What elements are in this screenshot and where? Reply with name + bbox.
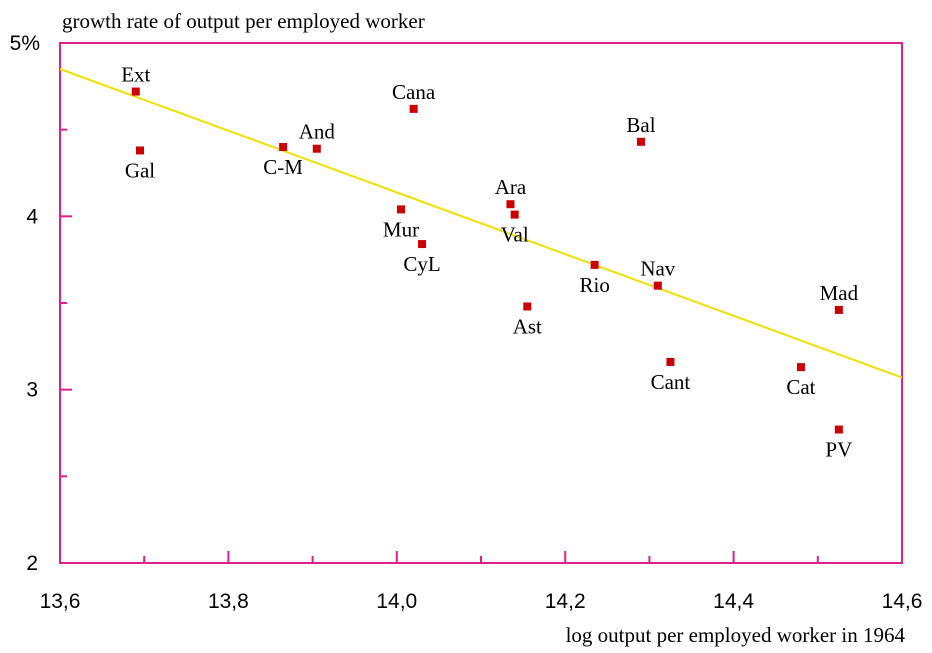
data-label-ast: Ast	[513, 314, 542, 338]
data-point-rio	[590, 260, 599, 269]
y-axis-label: growth rate of output per employed worke…	[62, 9, 425, 33]
data-label-cant: Cant	[651, 370, 691, 394]
y-axis-ticks: 2 3 4 5%	[10, 32, 72, 575]
y-tick-label: 2	[26, 552, 38, 575]
data-point-cana	[409, 104, 418, 113]
x-tick-label: 14,6	[882, 590, 923, 613]
data-label-bal: Bal	[626, 113, 655, 137]
data-point-cat	[796, 363, 805, 372]
data-point-gal	[135, 146, 144, 155]
data-label-cyl: CyL	[403, 252, 440, 276]
x-tick-label: 14,2	[545, 590, 586, 613]
data-point-pv	[834, 425, 843, 434]
data-label-pv: PV	[825, 438, 852, 462]
plot-frame	[59, 42, 903, 564]
data-label-gal: Gal	[125, 158, 155, 182]
data-point-mur	[397, 205, 406, 214]
data-label-and: And	[299, 120, 336, 144]
y-tick-label: 3	[26, 379, 38, 402]
data-point-bal	[636, 137, 645, 146]
data-label-c-m: C-M	[263, 155, 303, 179]
y-tick-label: 4	[26, 205, 38, 228]
data-label-cana: Cana	[392, 80, 436, 104]
data-label-mur: Mur	[383, 217, 419, 241]
data-label-mad: Mad	[820, 281, 859, 305]
data-label-nav: Nav	[640, 257, 675, 281]
data-point-nav	[653, 281, 662, 290]
data-point-cant	[666, 357, 675, 366]
data-point-and	[312, 144, 321, 153]
y-tick-label: 5%	[10, 32, 40, 55]
trendline	[59, 68, 903, 379]
x-axis-ticks: 13,6 13,8 14,0 14,2 14,4 14,6	[40, 551, 923, 613]
data-label-ext: Ext	[121, 63, 150, 87]
data-points: Ext Gal C-M And Cana Mur CyL Ara Val Ast Rio Bal Nav…	[121, 63, 858, 462]
data-point-val	[510, 210, 519, 219]
data-point-cyl	[418, 240, 427, 249]
data-point-ara	[506, 200, 515, 209]
data-point-mad	[834, 305, 843, 314]
data-point-ext	[131, 87, 140, 96]
x-tick-label: 13,8	[208, 590, 249, 613]
data-point-c-m	[279, 143, 288, 151]
x-tick-label: 14,0	[376, 590, 417, 613]
x-tick-label: 13,6	[40, 590, 81, 613]
data-label-rio: Rio	[579, 273, 609, 297]
data-label-val: Val	[501, 223, 529, 247]
data-point-ast	[523, 302, 532, 311]
x-axis-label: log output per employed worker in 1964	[566, 623, 906, 647]
data-label-ara: Ara	[495, 175, 527, 199]
data-label-cat: Cat	[786, 375, 815, 399]
x-tick-label: 14,4	[713, 590, 754, 613]
